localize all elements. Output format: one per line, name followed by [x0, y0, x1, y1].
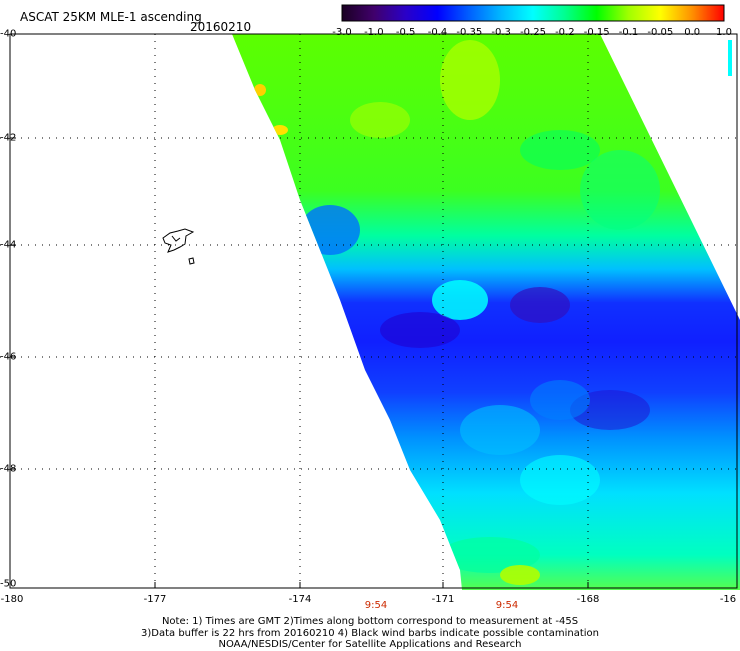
lon-label: -174 [288, 594, 312, 605]
lon-label: -177 [143, 594, 167, 605]
lon-label: -171 [431, 594, 455, 605]
lat-label: -40 [0, 28, 17, 40]
note-line-1: Note: 1) Times are GMT 2)Times along bot… [161, 616, 579, 627]
colorbar-tick-label: -0.4 [427, 27, 448, 38]
colorbar-tick-label: -0.05 [647, 27, 674, 38]
graticule [0, 34, 740, 588]
chart-title: ASCAT 25KM MLE-1 ascending [20, 10, 202, 24]
time-label: 9:54 [364, 600, 388, 611]
map-frame [9, 33, 738, 589]
island-outline [162, 228, 195, 265]
colorbar-tick-label: -0.3 [491, 27, 511, 38]
lat-label: -44 [0, 239, 17, 251]
colorbar-tick-label: -0.25 [520, 27, 546, 38]
colorbar-tick-label: 0.0 [684, 27, 701, 38]
note-line-3: NOAA/NESDIS/Center for Satellite Applica… [218, 639, 522, 650]
lat-label: -48 [0, 463, 17, 475]
lat-label: -42 [0, 132, 17, 144]
lon-label: -16 [719, 594, 737, 605]
colorbar [341, 4, 725, 22]
colorbar-tick-label: -0.35 [456, 27, 483, 38]
lon-label: -180 [0, 594, 24, 605]
swath [232, 34, 740, 590]
colorbar-tick-label: -0.1 [618, 27, 639, 38]
colorbar-tick-label: -0.15 [583, 27, 610, 38]
lat-label: -46 [0, 351, 17, 363]
colorbar-tick-label: 1.0 [716, 27, 732, 38]
colorbar-gradient [341, 4, 725, 22]
time-label: 9:54 [495, 600, 519, 611]
lon-label: -168 [576, 594, 600, 605]
lat-label: -50 [0, 578, 17, 590]
note-line-2: 3)Data buffer is 22 hrs from 20160210 4)… [141, 628, 599, 639]
colorbar-tick-label: -1.0 [364, 27, 384, 38]
chart-date: 20160210 [190, 20, 252, 34]
colorbar-tick-label: -0.2 [555, 27, 575, 38]
colorbar-tick-label: -3.0 [332, 27, 352, 38]
colorbar-tick-label: -0.5 [395, 27, 416, 38]
